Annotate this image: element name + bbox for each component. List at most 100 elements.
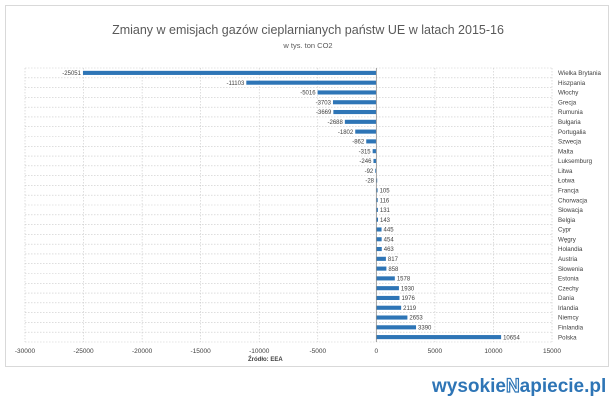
- data-label: 2119: [403, 306, 417, 312]
- bar: [355, 129, 377, 134]
- data-label: -3669: [316, 110, 332, 116]
- data-label: 1976: [401, 296, 415, 302]
- x-tick-label: 5000: [428, 348, 443, 355]
- data-label: 105: [380, 189, 391, 195]
- category-label: Litwa: [558, 168, 573, 175]
- data-label: -2688: [327, 120, 343, 126]
- data-label: 116: [380, 198, 390, 204]
- category-label: Estonia: [558, 276, 579, 283]
- bar: [376, 227, 382, 232]
- category-label: Czechy: [558, 285, 580, 292]
- chart-title: Zmiany w emisjach gazów cieplarnianych p…: [112, 23, 504, 37]
- bar: [375, 168, 377, 173]
- bar: [376, 246, 382, 252]
- category-label: Niemcy: [558, 315, 580, 322]
- category-label: Portugalia: [558, 129, 586, 136]
- category-label: Polska: [558, 334, 577, 341]
- axis-layer: -30000 -25000 -20000 -15000 -10000 -5000 0 5000…: [15, 68, 561, 355]
- svg-text:wysokieNapiecie.pl: wysokieNapiecie.pl: [432, 376, 606, 397]
- bar: [376, 276, 395, 281]
- bar: [376, 256, 386, 261]
- data-label: -25051: [62, 71, 81, 77]
- bar: [332, 100, 377, 105]
- category-label: Wielka Brytania: [558, 70, 602, 77]
- data-label: 858: [388, 267, 399, 273]
- logo-text-after: apiecie.pl: [520, 376, 607, 397]
- data-label: 143: [380, 218, 391, 224]
- x-tick-label: -20000: [132, 348, 153, 355]
- bar: [317, 90, 377, 95]
- bar: [333, 109, 377, 115]
- bar: [376, 266, 387, 271]
- bar: [373, 158, 377, 164]
- data-label: 463: [384, 247, 395, 253]
- category-label: Szwecja: [558, 139, 582, 146]
- bar: [366, 139, 377, 144]
- grid-layer: [24, 67, 553, 343]
- x-tick-label: -15000: [191, 348, 212, 355]
- bar: [344, 119, 377, 124]
- category-label: Bułgaria: [558, 119, 581, 126]
- logo-text-before: wysokie: [432, 376, 506, 397]
- category-label: Węgry: [558, 236, 577, 243]
- bar: [376, 237, 382, 242]
- x-tick-label: 10000: [484, 348, 502, 355]
- x-tick-label: -25000: [73, 348, 94, 355]
- x-tick-label: 0: [375, 348, 379, 355]
- category-label: Chorwacja: [558, 197, 588, 204]
- data-label: -1802: [338, 130, 354, 136]
- data-label: 2653: [409, 316, 423, 322]
- bar: [376, 325, 417, 330]
- category-label: Malta: [558, 148, 574, 155]
- logo-mark: N: [506, 376, 520, 397]
- bar: [376, 207, 378, 212]
- data-label: -3703: [316, 100, 332, 106]
- category-label: Cypr: [558, 227, 571, 234]
- data-label: 1930: [401, 286, 415, 292]
- category-label: Włochy: [558, 90, 579, 97]
- data-label: -315: [359, 149, 372, 155]
- bar: [376, 217, 379, 222]
- category-label: Luksemburg: [558, 158, 593, 165]
- category-label: Słowacja: [558, 207, 583, 214]
- data-label: -5016: [300, 91, 316, 97]
- data-label: 3390: [418, 326, 432, 332]
- bar: [372, 149, 377, 154]
- category-label: Łotwa: [558, 178, 575, 185]
- data-label: 454: [384, 237, 395, 243]
- data-label: -11103: [227, 81, 245, 87]
- data-label: -862: [352, 140, 365, 146]
- category-label: Belgia: [558, 217, 576, 224]
- bar: [246, 80, 377, 85]
- category-label: Finlandia: [558, 325, 584, 332]
- logo: wysokieNapiecie.pl: [432, 375, 606, 397]
- category-label: Grecja: [558, 99, 577, 106]
- data-label: 10654: [503, 335, 520, 341]
- data-label: 817: [388, 257, 399, 263]
- bar: [376, 188, 378, 193]
- bar: [376, 295, 400, 301]
- data-label: 1578: [397, 277, 411, 283]
- category-label: Dania: [558, 295, 575, 302]
- bar: [376, 335, 502, 340]
- bar: [82, 70, 377, 75]
- category-label: Austria: [558, 256, 578, 263]
- bar: [376, 286, 399, 291]
- data-label: -246: [359, 159, 372, 165]
- category-label: Hiszpania: [558, 80, 586, 87]
- bar: [376, 198, 378, 203]
- source-note: Źródło: EEA: [248, 355, 283, 363]
- category-label: Słowenia: [558, 266, 584, 273]
- bar-layer: [82, 70, 502, 340]
- x-tick-label: -10000: [249, 348, 270, 355]
- category-label: Irlandia: [558, 305, 579, 312]
- chart-svg: Zmiany w emisjach gazów cieplarnianych p…: [15, 23, 602, 363]
- data-label: -92: [365, 169, 374, 175]
- data-label: 131: [380, 208, 391, 214]
- x-tick-label: 15000: [543, 348, 561, 355]
- category-label: Rumunia: [558, 109, 583, 116]
- bar: [376, 305, 402, 310]
- category-label: Francja: [558, 188, 579, 195]
- category-label: Holandia: [558, 246, 583, 253]
- x-tick-label: -30000: [15, 348, 36, 355]
